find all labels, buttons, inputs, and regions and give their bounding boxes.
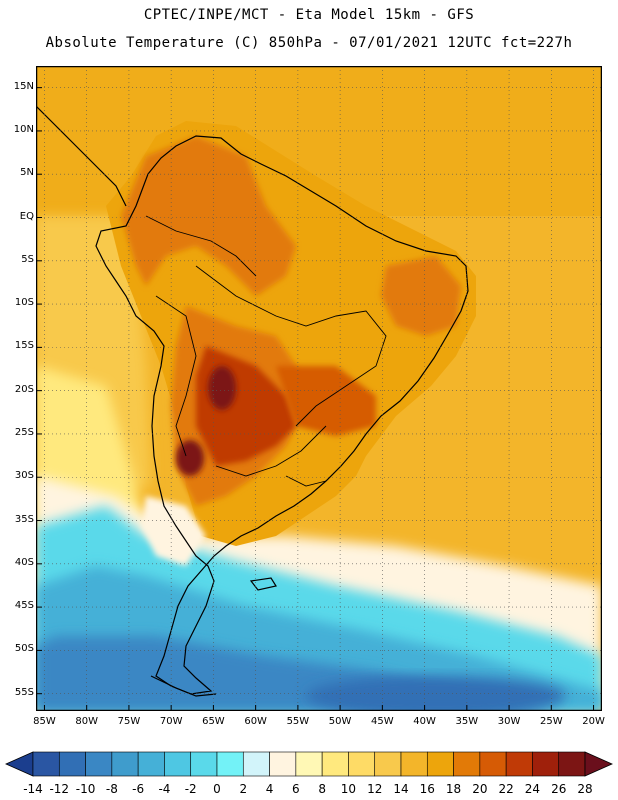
colorbar-swatch (321, 751, 349, 777)
colorbar-label: -4 (158, 782, 171, 796)
colorbar-label: -14 (23, 782, 43, 796)
lat-label: 10N (13, 123, 34, 135)
border-andes (155, 295, 197, 457)
lon-label: 85W (33, 716, 56, 727)
lat-label: 25S (14, 426, 34, 438)
colorbar-label: 24 (524, 782, 541, 796)
lat-label: 20S (14, 383, 34, 395)
colorbar-swatch (453, 751, 481, 777)
colorbar-label: 26 (551, 782, 567, 796)
colorbar-swatch (137, 751, 165, 777)
coastline-central-america (36, 105, 127, 207)
lon-label: 45W (371, 716, 394, 727)
colorbar-swatch (111, 751, 139, 777)
colorbar-swatch (400, 751, 428, 777)
colorbar-label: -10 (75, 782, 96, 796)
colorbar-label: 10 (340, 782, 357, 796)
colorbar-label: 12 (367, 782, 383, 796)
colorbar-swatch (269, 751, 297, 777)
colorbar-swatch (32, 751, 60, 777)
map-subtitle: Absolute Temperature (C) 850hPa - 07/01/… (45, 35, 573, 51)
colorbar-swatch (242, 751, 270, 777)
colorbar-swatch (558, 751, 586, 777)
colorbar-arrow-low (5, 751, 34, 777)
colorbar-arrow-high (584, 751, 613, 777)
colorbar-swatch (190, 751, 218, 777)
lat-label: 5N (20, 167, 34, 179)
field-patagonia-cool (141, 496, 206, 566)
colorbar-swatch (348, 751, 376, 777)
colorbar-swatch (374, 751, 402, 777)
lat-label: 15S (14, 340, 34, 352)
colorbar-label: 18 (445, 782, 462, 796)
lat-label: EQ (19, 210, 34, 222)
colorbar-label: -6 (132, 782, 145, 796)
lon-label: 25W (540, 716, 563, 727)
field-hot-core-2 (176, 440, 204, 476)
colorbar-label: 8 (318, 782, 326, 796)
colorbar-label: 6 (292, 782, 300, 796)
colorbar-swatch (58, 751, 86, 777)
lon-label: 80W (75, 716, 98, 727)
colorbar-label: -2 (184, 782, 197, 796)
lon-label: 30W (497, 716, 521, 727)
coastline-tierra-del-fuego (150, 675, 217, 697)
lat-label: 35S (14, 513, 34, 525)
field-southeast-hot (276, 366, 376, 436)
lon-label: 55W (286, 716, 310, 727)
map-panel[interactable] (36, 66, 602, 711)
colorbar-label: -12 (49, 782, 70, 796)
colorbar-label: 16 (419, 782, 435, 796)
lon-label: 20W (582, 716, 605, 727)
lat-label: 15N (13, 80, 34, 92)
map-frame (36, 66, 602, 711)
colorbar-swatch (216, 751, 244, 777)
colorbar-label: -8 (105, 782, 118, 796)
colorbar-swatch (295, 751, 323, 777)
lon-label: 40W (413, 716, 436, 727)
border-brazil (195, 265, 387, 427)
field-hot-core-1 (208, 366, 236, 410)
colorbar-swatch (479, 751, 507, 777)
lon-label: 60W (244, 716, 267, 727)
colorbar-label: 2 (239, 782, 248, 796)
lon-label: 70W (159, 716, 183, 727)
lat-label: 40S (14, 556, 34, 568)
coastlines (36, 105, 469, 697)
colorbar-label: 4 (265, 782, 274, 796)
colorbar-label: 22 (498, 782, 514, 796)
map-title: CPTEC/INPE/MCT - Eta Model 15km - GFS (143, 7, 475, 23)
colorbar-swatch (505, 751, 533, 777)
colorbar-swatch (85, 751, 113, 777)
lat-label: 55S (14, 686, 34, 698)
temperature-map[interactable] (36, 66, 602, 711)
lon-label: 35W (455, 716, 479, 727)
colorbar-swatch (426, 751, 454, 777)
field-northeast-hot (381, 256, 461, 336)
lat-label: 30S (14, 470, 34, 482)
border-uruguay (285, 475, 327, 487)
colorbar (5, 751, 613, 777)
lon-label: 65W (202, 716, 225, 727)
field-continent-warm (121, 136, 296, 296)
lon-label: 75W (117, 716, 141, 727)
lat-label: 10S (14, 297, 34, 309)
colorbar-label: 20 (472, 782, 488, 796)
colorbar-swatch (532, 751, 560, 777)
coastline-south-america (95, 135, 469, 695)
colorbar-swatch (164, 751, 192, 777)
border-colombia (145, 215, 257, 277)
border-argentina (215, 425, 327, 477)
lat-label: 45S (14, 600, 34, 612)
temperature-field (36, 66, 602, 711)
colorbar-label: 0 (213, 782, 221, 796)
lon-label: 50W (328, 716, 352, 727)
lat-label: 50S (14, 643, 34, 655)
colorbar-label: 14 (393, 782, 409, 796)
lat-label: 5S (21, 253, 34, 265)
colorbar-label: 28 (577, 782, 593, 796)
